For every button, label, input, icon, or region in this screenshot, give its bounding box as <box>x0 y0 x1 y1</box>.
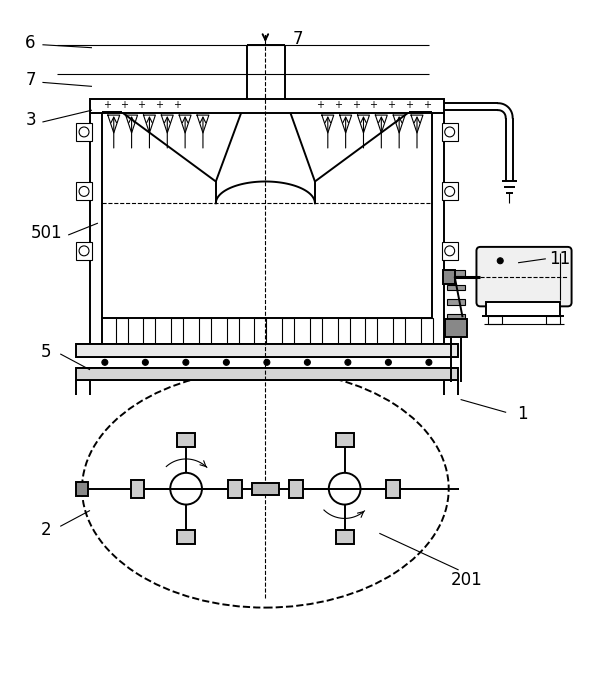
Circle shape <box>183 359 189 365</box>
Text: +: + <box>138 100 146 110</box>
Bar <box>254 318 266 344</box>
Bar <box>76 482 88 495</box>
Bar <box>336 531 354 544</box>
Circle shape <box>426 359 432 365</box>
Text: 6: 6 <box>25 34 36 52</box>
Text: 3: 3 <box>25 111 36 129</box>
Bar <box>131 480 144 497</box>
Bar <box>171 318 183 344</box>
Circle shape <box>264 359 270 365</box>
Text: 7: 7 <box>25 72 36 90</box>
Text: +: + <box>352 100 360 110</box>
Circle shape <box>102 359 108 365</box>
FancyBboxPatch shape <box>476 247 572 306</box>
Bar <box>421 318 433 344</box>
Text: 2: 2 <box>41 522 52 540</box>
Bar <box>90 99 444 113</box>
Bar <box>76 368 457 380</box>
Text: +: + <box>370 100 378 110</box>
Circle shape <box>223 359 230 365</box>
Bar <box>443 270 454 284</box>
Circle shape <box>345 359 351 365</box>
Bar <box>488 316 502 324</box>
Bar <box>282 318 294 344</box>
Bar <box>177 433 195 447</box>
Text: +: + <box>103 100 111 110</box>
Text: +: + <box>423 100 431 110</box>
Circle shape <box>386 359 391 365</box>
Circle shape <box>142 359 149 365</box>
Bar <box>447 270 465 275</box>
Bar <box>445 319 467 337</box>
Text: 11: 11 <box>549 250 570 268</box>
Bar <box>447 299 465 306</box>
Text: +: + <box>334 100 342 110</box>
Text: 201: 201 <box>451 571 483 589</box>
Bar <box>447 314 465 320</box>
Text: +: + <box>316 100 324 110</box>
Bar <box>177 531 195 544</box>
Bar <box>441 242 457 259</box>
Bar <box>338 318 349 344</box>
Circle shape <box>305 359 310 365</box>
Text: 7: 7 <box>293 30 303 48</box>
Text: +: + <box>120 100 128 110</box>
Bar <box>447 284 465 290</box>
Bar <box>76 182 92 200</box>
Bar <box>76 344 457 357</box>
Bar <box>76 242 92 259</box>
Text: +: + <box>405 100 413 110</box>
Text: +: + <box>387 100 395 110</box>
Bar <box>310 318 322 344</box>
Bar <box>386 480 400 497</box>
Bar <box>393 318 405 344</box>
Circle shape <box>497 258 503 264</box>
Text: +: + <box>155 100 163 110</box>
Bar <box>441 182 457 200</box>
Bar <box>336 433 354 447</box>
Bar <box>441 123 457 141</box>
Text: 501: 501 <box>31 224 62 242</box>
Bar <box>116 318 128 344</box>
Bar <box>144 318 155 344</box>
Bar <box>227 318 239 344</box>
Bar <box>76 123 92 141</box>
Text: 1: 1 <box>517 405 527 424</box>
Bar <box>252 483 279 495</box>
Text: 5: 5 <box>41 343 52 361</box>
Text: +: + <box>173 100 181 110</box>
Bar <box>365 318 378 344</box>
Bar <box>289 480 303 497</box>
Bar <box>546 316 560 324</box>
Bar <box>486 302 560 316</box>
Bar <box>199 318 211 344</box>
Bar <box>228 480 241 497</box>
